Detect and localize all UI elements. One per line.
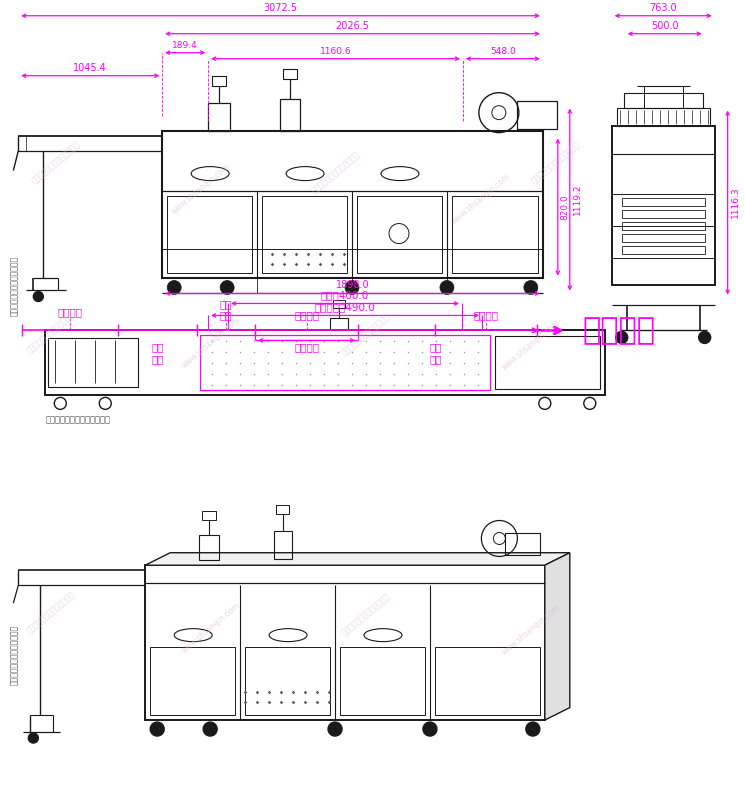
Bar bbox=[624, 93, 703, 108]
Text: 上海沁晶自动化科技有限公司: 上海沁晶自动化科技有限公司 bbox=[10, 255, 19, 316]
Circle shape bbox=[221, 280, 234, 294]
Bar bbox=[333, 301, 345, 309]
Circle shape bbox=[423, 722, 437, 736]
Text: 皮带宽400.0: 皮带宽400.0 bbox=[321, 290, 370, 301]
Circle shape bbox=[167, 280, 181, 294]
Text: 1119.2: 1119.2 bbox=[573, 184, 582, 215]
Text: 1045.4: 1045.4 bbox=[74, 63, 107, 73]
Text: 3072.5: 3072.5 bbox=[264, 3, 297, 13]
Text: 上海沁晶自动化科技有限公司: 上海沁晶自动化科技有限公司 bbox=[45, 415, 110, 425]
Bar bbox=[212, 75, 226, 86]
Bar bbox=[435, 647, 540, 715]
Bar bbox=[330, 319, 348, 330]
Text: 1160.6: 1160.6 bbox=[320, 46, 352, 56]
Text: 上海沁晶自动化科技有限公司: 上海沁晶自动化科技有限公司 bbox=[31, 140, 82, 185]
Polygon shape bbox=[145, 553, 570, 565]
Bar bbox=[167, 195, 252, 273]
Circle shape bbox=[699, 331, 711, 343]
Bar bbox=[276, 505, 289, 514]
Text: 189.4: 189.4 bbox=[172, 41, 198, 49]
Text: 820.0: 820.0 bbox=[561, 194, 570, 220]
Text: 视觉
检测: 视觉 检测 bbox=[220, 299, 232, 320]
Text: 上海沁晶自动化科技有限公司: 上海沁晶自动化科技有限公司 bbox=[10, 625, 19, 685]
Text: www.shsanqin.com: www.shsanqin.com bbox=[500, 603, 562, 657]
Text: 工艺流程: 工艺流程 bbox=[583, 316, 656, 345]
Text: 1898.0: 1898.0 bbox=[336, 280, 370, 290]
Circle shape bbox=[150, 722, 164, 736]
Polygon shape bbox=[545, 553, 570, 720]
Circle shape bbox=[28, 733, 38, 743]
Text: 上海沁晶自动化科技有限公司: 上海沁晶自动化科技有限公司 bbox=[310, 150, 362, 195]
Text: 自动收集: 自动收集 bbox=[58, 308, 83, 317]
Bar bbox=[505, 533, 540, 555]
Bar bbox=[48, 338, 139, 387]
Bar bbox=[612, 126, 714, 286]
Text: 500.0: 500.0 bbox=[651, 20, 679, 31]
Text: 上海沁晶自动化科技有限公司: 上海沁晶自动化科技有限公司 bbox=[530, 140, 582, 185]
Text: 763.0: 763.0 bbox=[650, 3, 677, 13]
Bar bbox=[245, 647, 330, 715]
Text: 智能分页: 智能分页 bbox=[473, 310, 498, 320]
Text: www.shsanqin.com: www.shsanqin.com bbox=[180, 316, 242, 371]
Bar bbox=[208, 103, 230, 130]
Text: www.shsanqin.com: www.shsanqin.com bbox=[180, 601, 242, 655]
Circle shape bbox=[524, 280, 538, 294]
Text: www.shsanqin.com: www.shsanqin.com bbox=[170, 162, 232, 216]
Text: 2026.5: 2026.5 bbox=[335, 20, 370, 31]
Circle shape bbox=[34, 291, 43, 301]
Bar bbox=[495, 337, 600, 389]
Bar bbox=[517, 100, 557, 129]
Text: 安装中心距490.0: 安装中心距490.0 bbox=[314, 302, 375, 312]
Circle shape bbox=[328, 722, 342, 736]
Text: 自动
剔除: 自动 剔除 bbox=[152, 342, 165, 364]
Bar bbox=[199, 535, 218, 560]
Bar bbox=[283, 69, 297, 78]
Text: 548.0: 548.0 bbox=[490, 46, 516, 56]
Text: www.shsanqin.com: www.shsanqin.com bbox=[500, 319, 562, 372]
Bar bbox=[622, 221, 705, 229]
Text: 上海沁晶自动化科技有限公司: 上海沁晶自动化科技有限公司 bbox=[25, 310, 77, 356]
Text: 上海沁晶自动化科技有限公司: 上海沁晶自动化科技有限公司 bbox=[25, 590, 77, 635]
Text: 上海沁晶自动化科技有限公司: 上海沁晶自动化科技有限公司 bbox=[340, 592, 392, 637]
Bar bbox=[145, 565, 545, 720]
Bar bbox=[150, 647, 235, 715]
Bar bbox=[202, 511, 215, 520]
Bar bbox=[200, 335, 490, 390]
Bar bbox=[622, 246, 705, 254]
Text: 负压系统: 负压系统 bbox=[294, 342, 320, 352]
Bar bbox=[617, 108, 710, 126]
Bar bbox=[452, 195, 538, 273]
Text: 上海沁晶自动化科技有限公司: 上海沁晶自动化科技有限公司 bbox=[340, 312, 392, 357]
Bar bbox=[622, 198, 705, 206]
Bar bbox=[262, 195, 347, 273]
Text: 重张
检测: 重张 检测 bbox=[430, 342, 443, 364]
Circle shape bbox=[616, 331, 628, 343]
Bar bbox=[622, 210, 705, 217]
Circle shape bbox=[440, 280, 454, 294]
Text: 普通喷印: 普通喷印 bbox=[294, 310, 320, 320]
Text: 1116.3: 1116.3 bbox=[731, 187, 740, 218]
Bar bbox=[274, 531, 292, 559]
Circle shape bbox=[203, 722, 217, 736]
Circle shape bbox=[526, 722, 540, 736]
Bar bbox=[357, 195, 442, 273]
Bar bbox=[622, 233, 705, 242]
Bar bbox=[340, 647, 425, 715]
Bar bbox=[162, 130, 543, 279]
Circle shape bbox=[345, 280, 359, 294]
Text: www.shsanqin.com: www.shsanqin.com bbox=[450, 171, 512, 225]
Bar bbox=[280, 99, 300, 130]
Bar bbox=[45, 330, 605, 396]
